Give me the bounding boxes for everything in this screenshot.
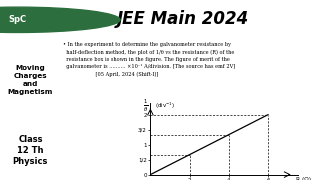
Text: Moving
Charges
and
Magnetism: Moving Charges and Magnetism — [8, 65, 53, 95]
Circle shape — [0, 7, 120, 32]
Text: • In the experiment to determine the galvanometer resistance by
  half-deflectio: • In the experiment to determine the gal… — [63, 42, 236, 77]
Text: JEE Main 2024: JEE Main 2024 — [116, 10, 249, 28]
Text: $\frac{1}{\theta}$: $\frac{1}{\theta}$ — [143, 98, 149, 114]
Text: Class
12 Th
Physics: Class 12 Th Physics — [13, 135, 48, 166]
Text: SpC: SpC — [9, 15, 27, 24]
Text: (div$^{-1}$): (div$^{-1}$) — [155, 101, 175, 111]
Text: R (Ω): R (Ω) — [296, 177, 311, 180]
